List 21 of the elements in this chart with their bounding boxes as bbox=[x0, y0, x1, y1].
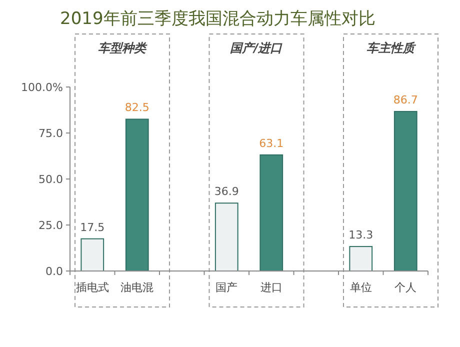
x-tick-label: 插电式 bbox=[76, 281, 109, 294]
x-tick-label: 个人 bbox=[394, 281, 417, 294]
y-tick-label: 100.0% bbox=[21, 81, 63, 94]
text: 国产/进口 bbox=[230, 41, 284, 55]
data-label: 17.5 bbox=[80, 220, 105, 234]
data-label: 82.5 bbox=[124, 101, 150, 114]
y-tick-label: 25.0 bbox=[38, 219, 63, 232]
x-tick-label: 国产 bbox=[216, 281, 238, 294]
x-tick-label: 单位 bbox=[350, 281, 372, 294]
data-label: 36.9 bbox=[214, 185, 239, 198]
chart-title: 2019年前三季度我国混合动力车属性对比 bbox=[60, 9, 376, 29]
data-label: 13.3 bbox=[348, 228, 374, 242]
text: 车型种类 bbox=[98, 41, 148, 55]
data-label: 86.7 bbox=[393, 93, 418, 106]
x-tick-label: 油电混 bbox=[120, 281, 154, 294]
text: 车主性质 bbox=[366, 41, 416, 55]
y-tick-label: 75.0 bbox=[38, 127, 63, 140]
x-tick-label: 进口 bbox=[260, 281, 282, 294]
data-label: 63.1 bbox=[259, 136, 284, 150]
y-tick-label: 50.0 bbox=[38, 173, 63, 186]
y-tick-label: 0.0 bbox=[46, 265, 63, 278]
